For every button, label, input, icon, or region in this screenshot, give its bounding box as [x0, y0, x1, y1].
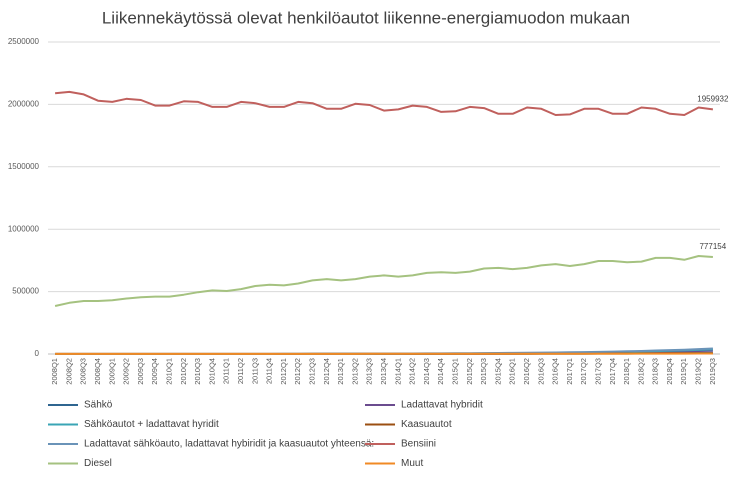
y-tick-label: 0: [35, 349, 40, 358]
data-label: 1959932: [697, 95, 729, 104]
x-tick-label: 2011Q1: [222, 358, 231, 384]
legend-label: Sähkö: [84, 400, 113, 411]
x-tick-label: 2017Q3: [593, 358, 602, 385]
x-tick-label: 2016Q1: [508, 358, 517, 385]
y-tick-label: 500000: [12, 287, 39, 296]
x-tick-label: 2017Q4: [608, 358, 617, 385]
x-tick-label: 2015Q4: [493, 358, 502, 385]
x-tick-label: 2019Q1: [679, 358, 688, 385]
x-tick-label: 2010Q2: [179, 358, 188, 385]
x-tick-label: 2011Q2: [236, 358, 245, 384]
x-tick-label: 2012Q2: [293, 358, 302, 385]
x-tick-label: 2015Q3: [479, 358, 488, 385]
x-tick-label: 2009Q3: [136, 358, 145, 385]
x-tick-label: 2016Q3: [536, 358, 545, 385]
x-tick-label: 2014Q2: [408, 358, 417, 385]
x-tick-label: 2008Q2: [64, 358, 73, 385]
x-tick-label: 2019Q2: [694, 358, 703, 385]
x-tick-label: 2014Q1: [393, 358, 402, 385]
y-tick-label: 2000000: [8, 100, 40, 109]
y-tick-label: 1500000: [8, 162, 40, 171]
x-tick-label: 2013Q2: [350, 358, 359, 385]
x-tick-label: 2012Q1: [279, 358, 288, 385]
x-tick-label: 2014Q4: [436, 358, 445, 385]
x-tick-label: 2017Q1: [565, 358, 574, 385]
y-tick-label: 2500000: [8, 37, 40, 46]
legend-label: Kaasuautot: [401, 419, 452, 430]
x-tick-label: 2017Q2: [579, 358, 588, 385]
legend-label: Diesel: [84, 458, 112, 469]
x-tick-label: 2013Q3: [365, 358, 374, 385]
x-tick-label: 2010Q3: [193, 358, 202, 385]
x-tick-label: 2016Q4: [551, 358, 560, 385]
x-tick-label: 2019Q3: [708, 358, 717, 385]
data-label: 777154: [699, 242, 726, 251]
x-tick-label: 2013Q4: [379, 358, 388, 385]
x-tick-label: 2013Q1: [336, 358, 345, 385]
x-tick-label: 2016Q2: [522, 358, 531, 385]
x-tick-label: 2018Q4: [665, 358, 674, 385]
series-line: [54, 255, 713, 307]
chart-title: Liikennekäytössä olevat henkilöautot lii…: [102, 8, 630, 27]
x-tick-label: 2011Q4: [265, 358, 274, 384]
x-tick-label: 2011Q3: [250, 358, 259, 384]
legend-label: Ladattavat sähköauto, ladattavat hybirid…: [84, 439, 374, 450]
x-tick-label: 2018Q3: [651, 358, 660, 385]
legend-label: Sähköautot + ladattavat hyridit: [84, 419, 219, 430]
x-tick-label: 2012Q3: [307, 358, 316, 385]
x-tick-label: 2009Q2: [122, 358, 131, 385]
x-tick-label: 2008Q3: [79, 358, 88, 385]
x-tick-label: 2010Q4: [207, 358, 216, 385]
series-line: [55, 90, 714, 116]
x-tick-label: 2015Q1: [450, 358, 459, 385]
x-tick-label: 2009Q1: [107, 358, 116, 385]
x-tick-label: 2018Q1: [622, 358, 631, 385]
x-tick-label: 2008Q4: [93, 358, 102, 385]
y-tick-label: 1000000: [8, 224, 40, 233]
x-tick-label: 2008Q1: [50, 358, 59, 385]
x-tick-label: 2014Q3: [422, 358, 431, 385]
x-tick-label: 2018Q2: [636, 358, 645, 385]
x-tick-label: 2009Q4: [150, 358, 159, 385]
legend-label: Ladattavat hybridit: [401, 400, 483, 411]
legend-label: Bensiini: [401, 439, 436, 450]
x-tick-label: 2010Q1: [165, 358, 174, 385]
x-tick-label: 2015Q2: [465, 358, 474, 385]
legend-label: Muut: [401, 458, 423, 469]
x-tick-label: 2012Q4: [322, 358, 331, 385]
